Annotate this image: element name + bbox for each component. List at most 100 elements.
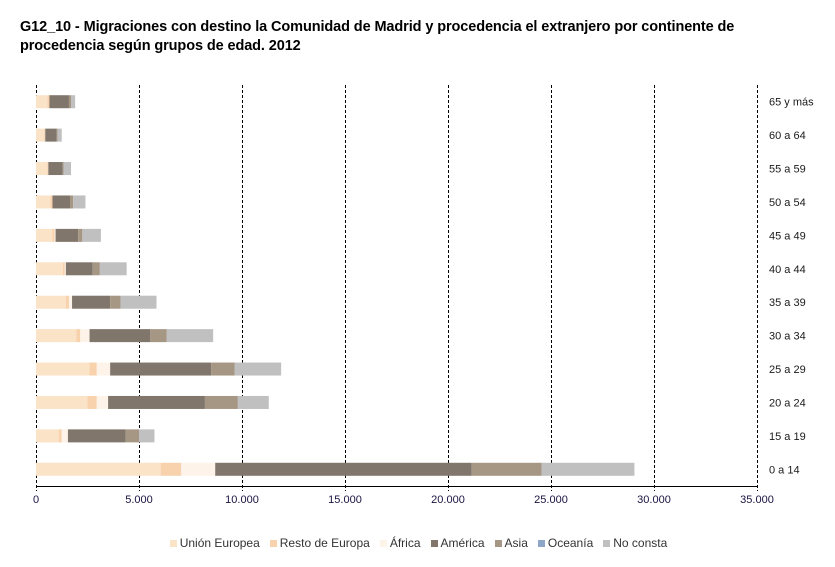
- bar-segment: [120, 295, 157, 309]
- bar-segment: [72, 295, 111, 309]
- legend-item: Oceanía: [536, 536, 593, 550]
- category-labels: 0 a 14 15 a 19 20 a 24 25 a 29 30 a 34 35 a 3…: [769, 97, 814, 477]
- bar-segment: [36, 128, 45, 142]
- category-label: 0 a 14: [769, 464, 800, 476]
- bar-segment: [150, 329, 167, 343]
- legend: Unión Europea Resto de Europa África Améric…: [0, 536, 835, 550]
- bar-segment: [36, 228, 53, 242]
- legend-label: América: [440, 536, 485, 550]
- bar-segment: [68, 295, 73, 309]
- bar-segment: [48, 162, 63, 176]
- bar-segment: [96, 395, 109, 409]
- bar-segment: [36, 462, 161, 476]
- bar-segment: [52, 228, 55, 242]
- category-label: 50 a 54: [769, 197, 806, 209]
- legend-label: No consta: [613, 536, 668, 550]
- bar-segment: [160, 462, 182, 476]
- bar-segment: [125, 429, 139, 443]
- bar-segment: [99, 262, 127, 276]
- bar-segment: [63, 162, 72, 176]
- bar-segment: [204, 395, 238, 409]
- bar-segment: [471, 462, 542, 476]
- x-tick-labels: 0 5.000 10.000 15.000 20.000 25.000 30.000 35.0…: [33, 494, 774, 506]
- legend-item: América: [429, 536, 485, 550]
- x-tick-label: 30.000: [637, 494, 671, 506]
- bar-segment: [36, 329, 77, 343]
- x-tick-label: 25.000: [534, 494, 568, 506]
- x-tick-label: 15.000: [328, 494, 362, 506]
- category-label: 40 a 44: [769, 264, 806, 276]
- bar-segment: [65, 295, 69, 309]
- legend-swatch: [169, 539, 177, 547]
- bar-segment: [36, 95, 48, 109]
- bar-segment: [78, 228, 83, 242]
- bar-segment: [45, 128, 57, 142]
- x-tick-label: 35.000: [740, 494, 774, 506]
- bar-segment: [36, 395, 88, 409]
- bar-segment: [87, 395, 97, 409]
- legend-swatch: [603, 539, 611, 547]
- category-label: 60 a 64: [769, 130, 806, 142]
- legend-item: Unión Europea: [168, 536, 260, 550]
- category-label: 20 a 24: [769, 397, 806, 409]
- bar-segment: [36, 295, 66, 309]
- bar-segment: [67, 429, 126, 443]
- bar-segment: [65, 262, 93, 276]
- x-tick-label: 5.000: [125, 494, 153, 506]
- bar-segment: [44, 128, 46, 142]
- bar-segment: [36, 195, 51, 209]
- bar-segment: [96, 362, 111, 376]
- bar-segment: [52, 195, 70, 209]
- bar-segment: [62, 162, 64, 176]
- bar-segment: [58, 429, 62, 443]
- bar-segment: [36, 362, 90, 376]
- category-label: 45 a 49: [769, 230, 806, 242]
- bar-segment: [211, 362, 235, 376]
- bar-segment: [237, 395, 269, 409]
- bar-segment: [36, 429, 59, 443]
- bar-segment: [56, 128, 58, 142]
- bar-segment: [92, 262, 100, 276]
- x-tick-label: 0: [33, 494, 39, 506]
- bar-segment: [108, 395, 205, 409]
- bar-segment: [36, 262, 63, 276]
- bar-segment: [181, 462, 216, 476]
- category-label: 25 a 29: [769, 364, 806, 376]
- bar-segment: [541, 462, 635, 476]
- legend-swatch: [494, 539, 502, 547]
- legend-label: Unión Europea: [179, 536, 260, 550]
- legend-item: Asia: [493, 536, 528, 550]
- legend-item: África: [378, 536, 421, 550]
- category-label: 35 a 39: [769, 297, 806, 309]
- x-tick-label: 10.000: [225, 494, 259, 506]
- bar-segment: [110, 362, 212, 376]
- bar-segment: [234, 362, 282, 376]
- legend-label: África: [389, 536, 421, 550]
- bar-segment: [89, 329, 151, 343]
- bar-segment: [55, 228, 79, 242]
- legend-swatch: [537, 539, 545, 547]
- bar-segment: [166, 329, 214, 343]
- legend-swatch: [430, 539, 438, 547]
- bar-segment: [49, 95, 69, 109]
- bar-segment: [215, 462, 472, 476]
- category-label: 15 a 19: [769, 431, 806, 443]
- bar-segment: [64, 262, 66, 276]
- bar-segment: [73, 195, 86, 209]
- bar-segment: [76, 329, 81, 343]
- bar-segment: [139, 429, 155, 443]
- x-tick-label: 20.000: [431, 494, 465, 506]
- legend-label: Oceanía: [547, 536, 594, 550]
- bars: [36, 95, 635, 476]
- bar-segment: [80, 329, 90, 343]
- bar-segment: [57, 128, 62, 142]
- bar-segment: [82, 228, 101, 242]
- bar-segment: [71, 95, 76, 109]
- bar-segment: [69, 195, 74, 209]
- category-label: 65 y más: [769, 97, 814, 109]
- bar-segment: [62, 262, 65, 276]
- gridlines: [36, 85, 758, 491]
- category-label: 30 a 34: [769, 331, 806, 343]
- bar-segment: [47, 162, 49, 176]
